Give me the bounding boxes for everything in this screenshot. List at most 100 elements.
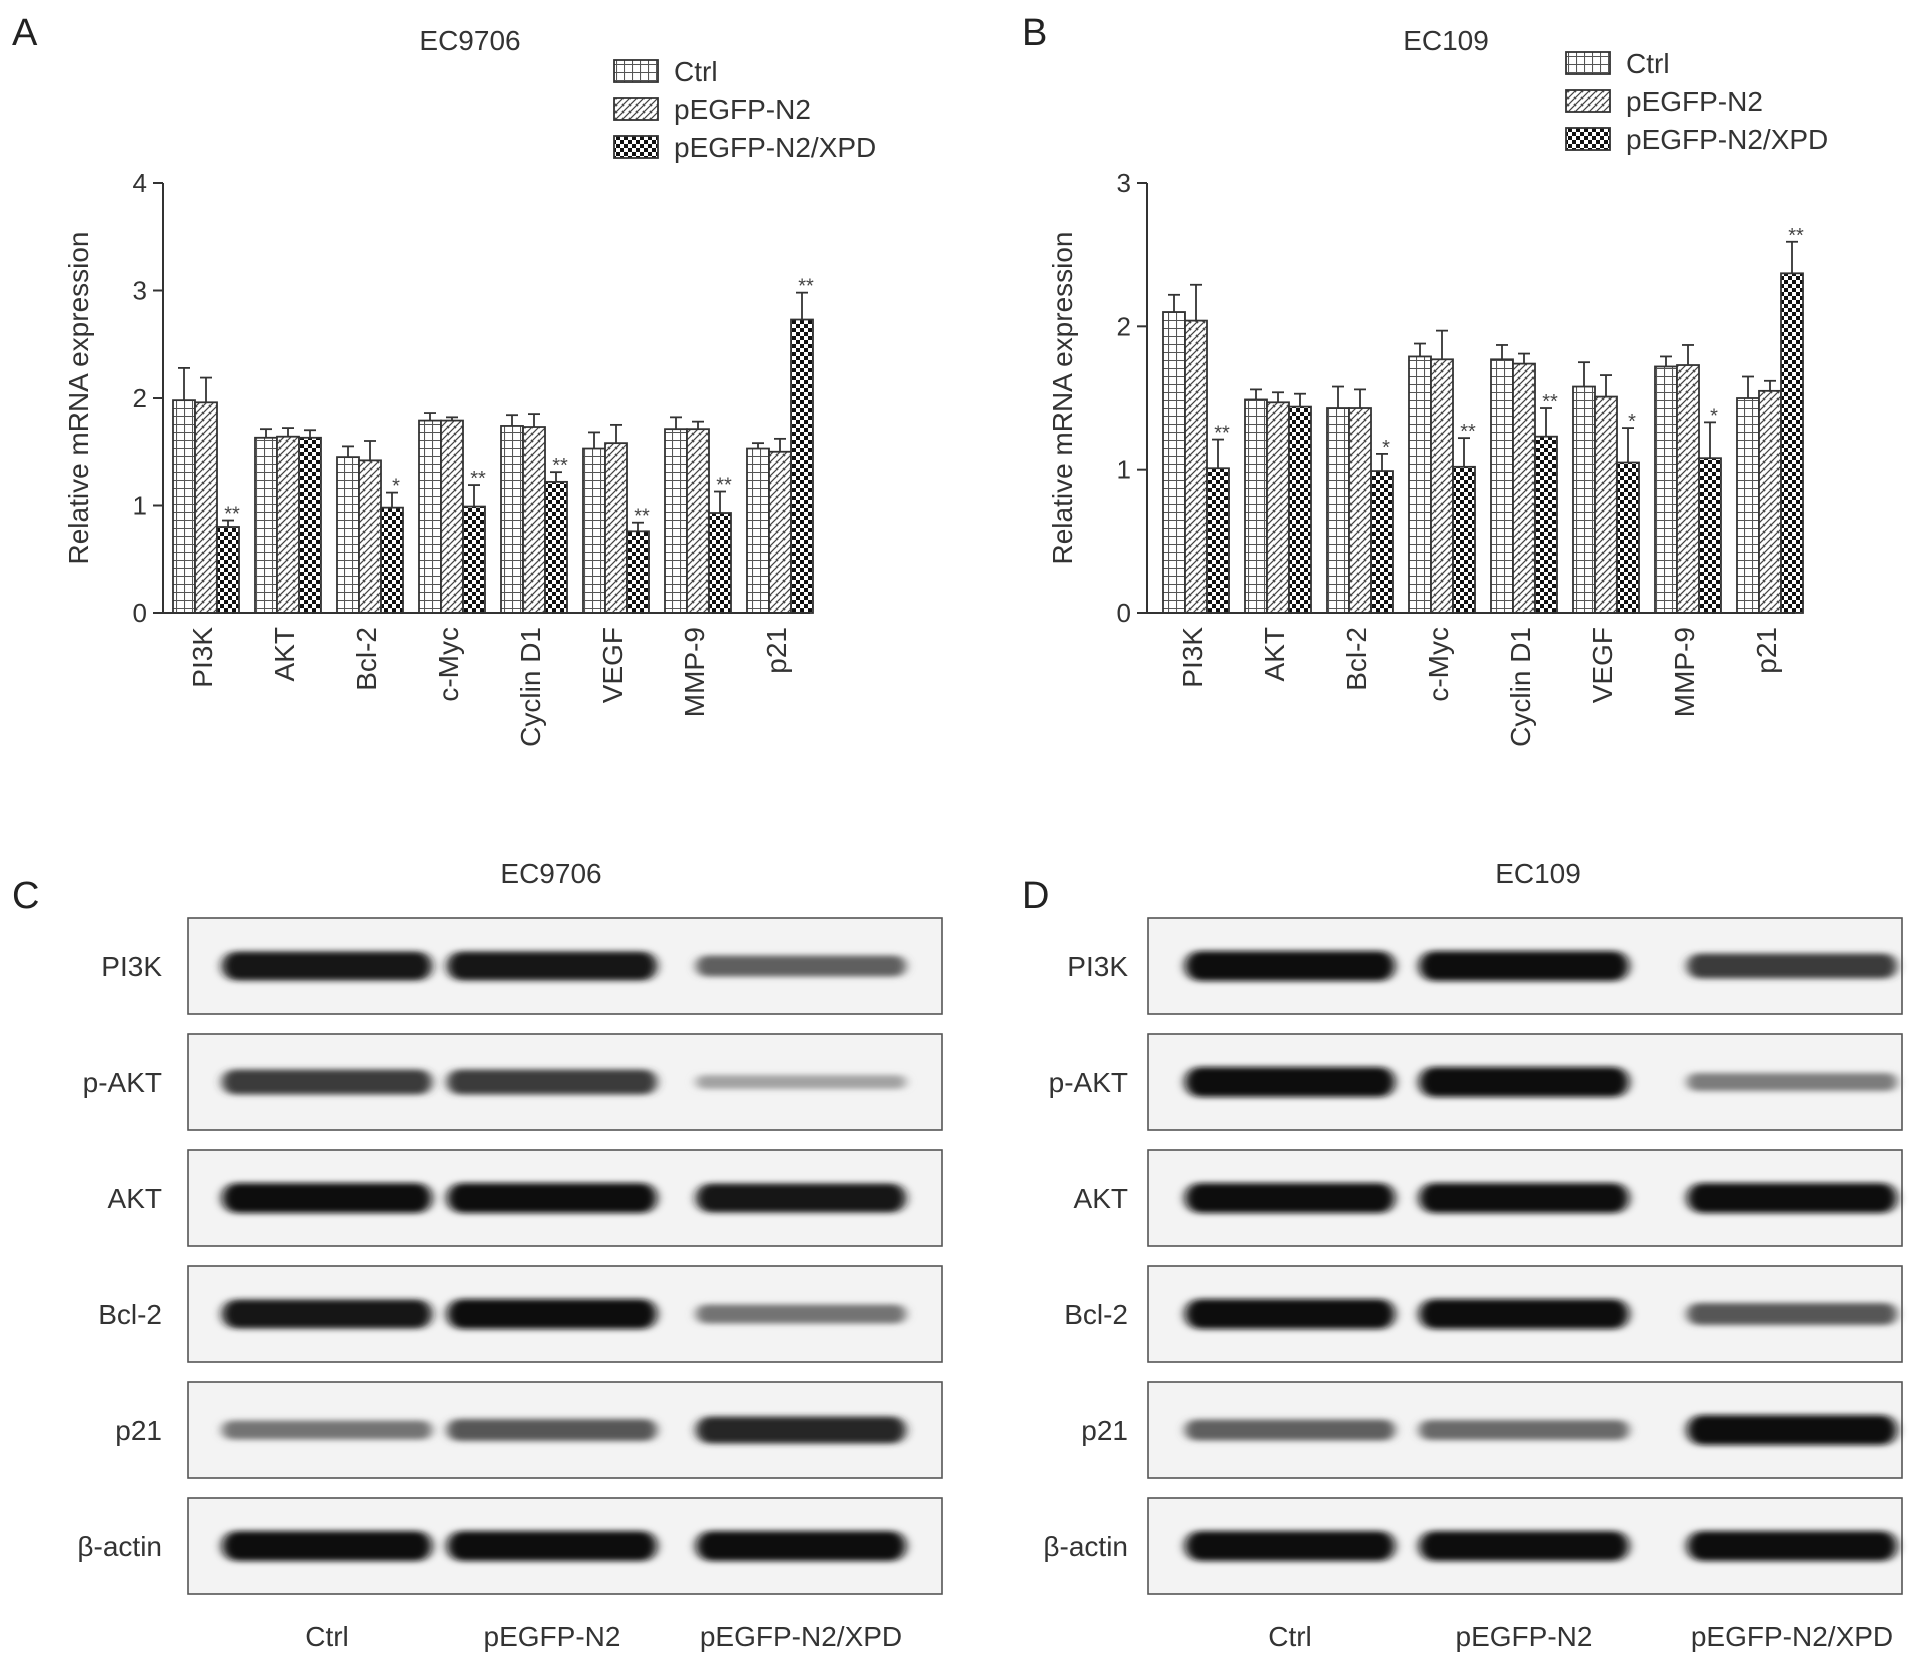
band-p-akt-pegfp-n2: [447, 1069, 657, 1095]
legend-label-pegfp-n2-xpd: pEGFP-N2/XPD: [674, 132, 876, 163]
band-p21-pegfp-n2-xpd: [1687, 1415, 1897, 1445]
lane-label-pegfp-n2: pEGFP-N2: [484, 1621, 621, 1652]
bar-pegfp-n2-cyclin-d1: [1512, 362, 1536, 614]
significance-marker: **: [224, 504, 240, 526]
blot-row-label: p21: [1081, 1415, 1128, 1446]
band-akt-pegfp-n2: [447, 1183, 657, 1213]
bar-ctrl-bcl-2: [336, 456, 360, 614]
bar-pegfp-n2-c-myc: [440, 419, 464, 614]
bar-pegfp-n2-cyclin-d1: [522, 426, 546, 614]
significance-marker: **: [1788, 225, 1804, 247]
bar-pegfp-n2-pi3k: [1184, 319, 1208, 614]
significance-marker: **: [552, 455, 568, 477]
bar-pegfp-n2-vegf: [1594, 395, 1618, 614]
bar-pegfp-n2-xpd-c-myc: [1452, 465, 1476, 614]
band-p-akt-ctrl: [222, 1069, 432, 1095]
bar-pegfp-n2-xpd-pi3k: [1206, 467, 1230, 614]
bar-pegfp-n2-xpd-cyclin-d1: [1534, 435, 1558, 614]
category-label-vegf: VEGF: [597, 627, 628, 703]
y-tick-label: 4: [133, 168, 147, 198]
bar-ctrl-p21: [1736, 397, 1760, 614]
significance-marker: **: [798, 276, 814, 298]
chart-title-b: EC109: [1403, 25, 1489, 56]
category-label-cyclin-d1: Cyclin D1: [515, 627, 546, 747]
category-label-pi3k: PI3K: [1177, 627, 1208, 688]
legend-swatch-pegfp-n2: [1565, 89, 1611, 113]
y-tick-label: 2: [133, 383, 147, 413]
blot-row-label: β-actin: [1043, 1531, 1128, 1562]
band-pi3k-pegfp-n2-xpd: [1687, 953, 1897, 979]
bar-pegfp-n2-xpd-mmp-9: [1698, 457, 1722, 614]
bar-pegfp-n2-mmp-9: [1676, 364, 1700, 614]
significance-marker: *: [1710, 405, 1718, 427]
bar-pegfp-n2-xpd-bcl-2: [1370, 470, 1394, 614]
bar-pegfp-n2-xpd-p21: [790, 318, 814, 614]
bar-pegfp-n2-xpd-akt: [1288, 405, 1312, 614]
band-bcl-2-pegfp-n2-xpd: [696, 1304, 906, 1324]
lane-label-ctrl: Ctrl: [305, 1621, 349, 1652]
band-beta-actin-pegfp-n2-xpd: [1687, 1531, 1897, 1561]
significance-marker: **: [470, 468, 486, 490]
band-beta-actin-pegfp-n2: [447, 1531, 657, 1561]
panel-letter-c: C: [12, 875, 39, 917]
significance-marker: **: [1542, 391, 1558, 413]
significance-marker: **: [1214, 423, 1230, 445]
blot-row-label: PI3K: [1067, 951, 1128, 982]
band-akt-pegfp-n2-xpd: [696, 1183, 906, 1213]
bar-ctrl-cyclin-d1: [1490, 358, 1514, 614]
bar-ctrl-pi3k: [172, 399, 196, 614]
y-tick-label: 1: [1117, 455, 1131, 485]
significance-marker: **: [716, 475, 732, 497]
bar-pegfp-n2-xpd-p21: [1780, 272, 1804, 614]
category-label-cyclin-d1: Cyclin D1: [1505, 627, 1536, 747]
significance-marker: *: [1382, 437, 1390, 459]
chart-title-a: EC9706: [419, 25, 520, 56]
blot-row-label: AKT: [1074, 1183, 1128, 1214]
bar-ctrl-vegf: [1572, 385, 1596, 614]
legend-swatch-pegfp-n2-xpd: [1565, 127, 1611, 151]
y-tick-label: 1: [133, 491, 147, 521]
y-axis-label: Relative mRNA expression: [63, 231, 94, 564]
bar-pegfp-n2-bcl-2: [1348, 407, 1372, 614]
legend-swatch-ctrl: [1565, 51, 1611, 75]
bar-ctrl-akt: [1244, 398, 1268, 614]
bar-pegfp-n2-bcl-2: [358, 459, 382, 614]
y-tick-label: 3: [1117, 168, 1131, 198]
blot-row-akt: AKT: [1074, 1149, 1903, 1247]
blot-title-c: EC9706: [500, 858, 601, 889]
band-p21-ctrl: [222, 1420, 432, 1440]
panel-letter-b: B: [1022, 12, 1047, 54]
band-p-akt-pegfp-n2-xpd: [696, 1075, 906, 1089]
category-label-p21: p21: [761, 627, 792, 674]
bar-pegfp-n2-xpd-mmp-9: [708, 512, 732, 614]
bar-pegfp-n2-xpd-cyclin-d1: [544, 480, 568, 614]
y-tick-label: 0: [1117, 598, 1131, 628]
bar-pegfp-n2-vegf: [604, 442, 628, 614]
category-label-c-myc: c-Myc: [433, 627, 464, 702]
blot-row-label: p-AKT: [1049, 1067, 1128, 1098]
blot-row-p-akt: p-AKT: [83, 1033, 943, 1131]
bar-ctrl-pi3k: [1162, 311, 1186, 614]
band-p21-pegfp-n2: [1419, 1420, 1629, 1440]
band-pi3k-ctrl: [222, 951, 432, 981]
legend-swatch-pegfp-n2: [613, 97, 659, 121]
category-label-p21: p21: [1751, 627, 1782, 674]
bar-pegfp-n2-p21: [768, 450, 792, 614]
band-akt-pegfp-n2-xpd: [1687, 1183, 1897, 1213]
blot-row-beta-actin: β-actin: [1043, 1497, 1903, 1595]
blot-row-label: AKT: [108, 1183, 162, 1214]
blot-row-p-akt: p-AKT: [1049, 1033, 1903, 1131]
blot-row-label: Bcl-2: [1064, 1299, 1128, 1330]
band-bcl-2-pegfp-n2-xpd: [1687, 1303, 1897, 1325]
bar-ctrl-bcl-2: [1326, 407, 1350, 614]
western-blot-ec9706: PI3K p-AKT AKT Bcl-2 p21 β-actin Ctrl pEGFP-N2 p…: [77, 917, 943, 1652]
band-beta-actin-ctrl: [222, 1531, 432, 1561]
category-label-vegf: VEGF: [1587, 627, 1618, 703]
lane-label-pegfp-n2-xpd: pEGFP-N2/XPD: [1691, 1621, 1893, 1652]
category-label-akt: AKT: [269, 627, 300, 681]
y-tick-label: 3: [133, 276, 147, 306]
bar-ctrl-c-myc: [418, 419, 442, 614]
bar-pegfp-n2-xpd-vegf: [1616, 461, 1640, 614]
band-beta-actin-pegfp-n2: [1419, 1531, 1629, 1561]
